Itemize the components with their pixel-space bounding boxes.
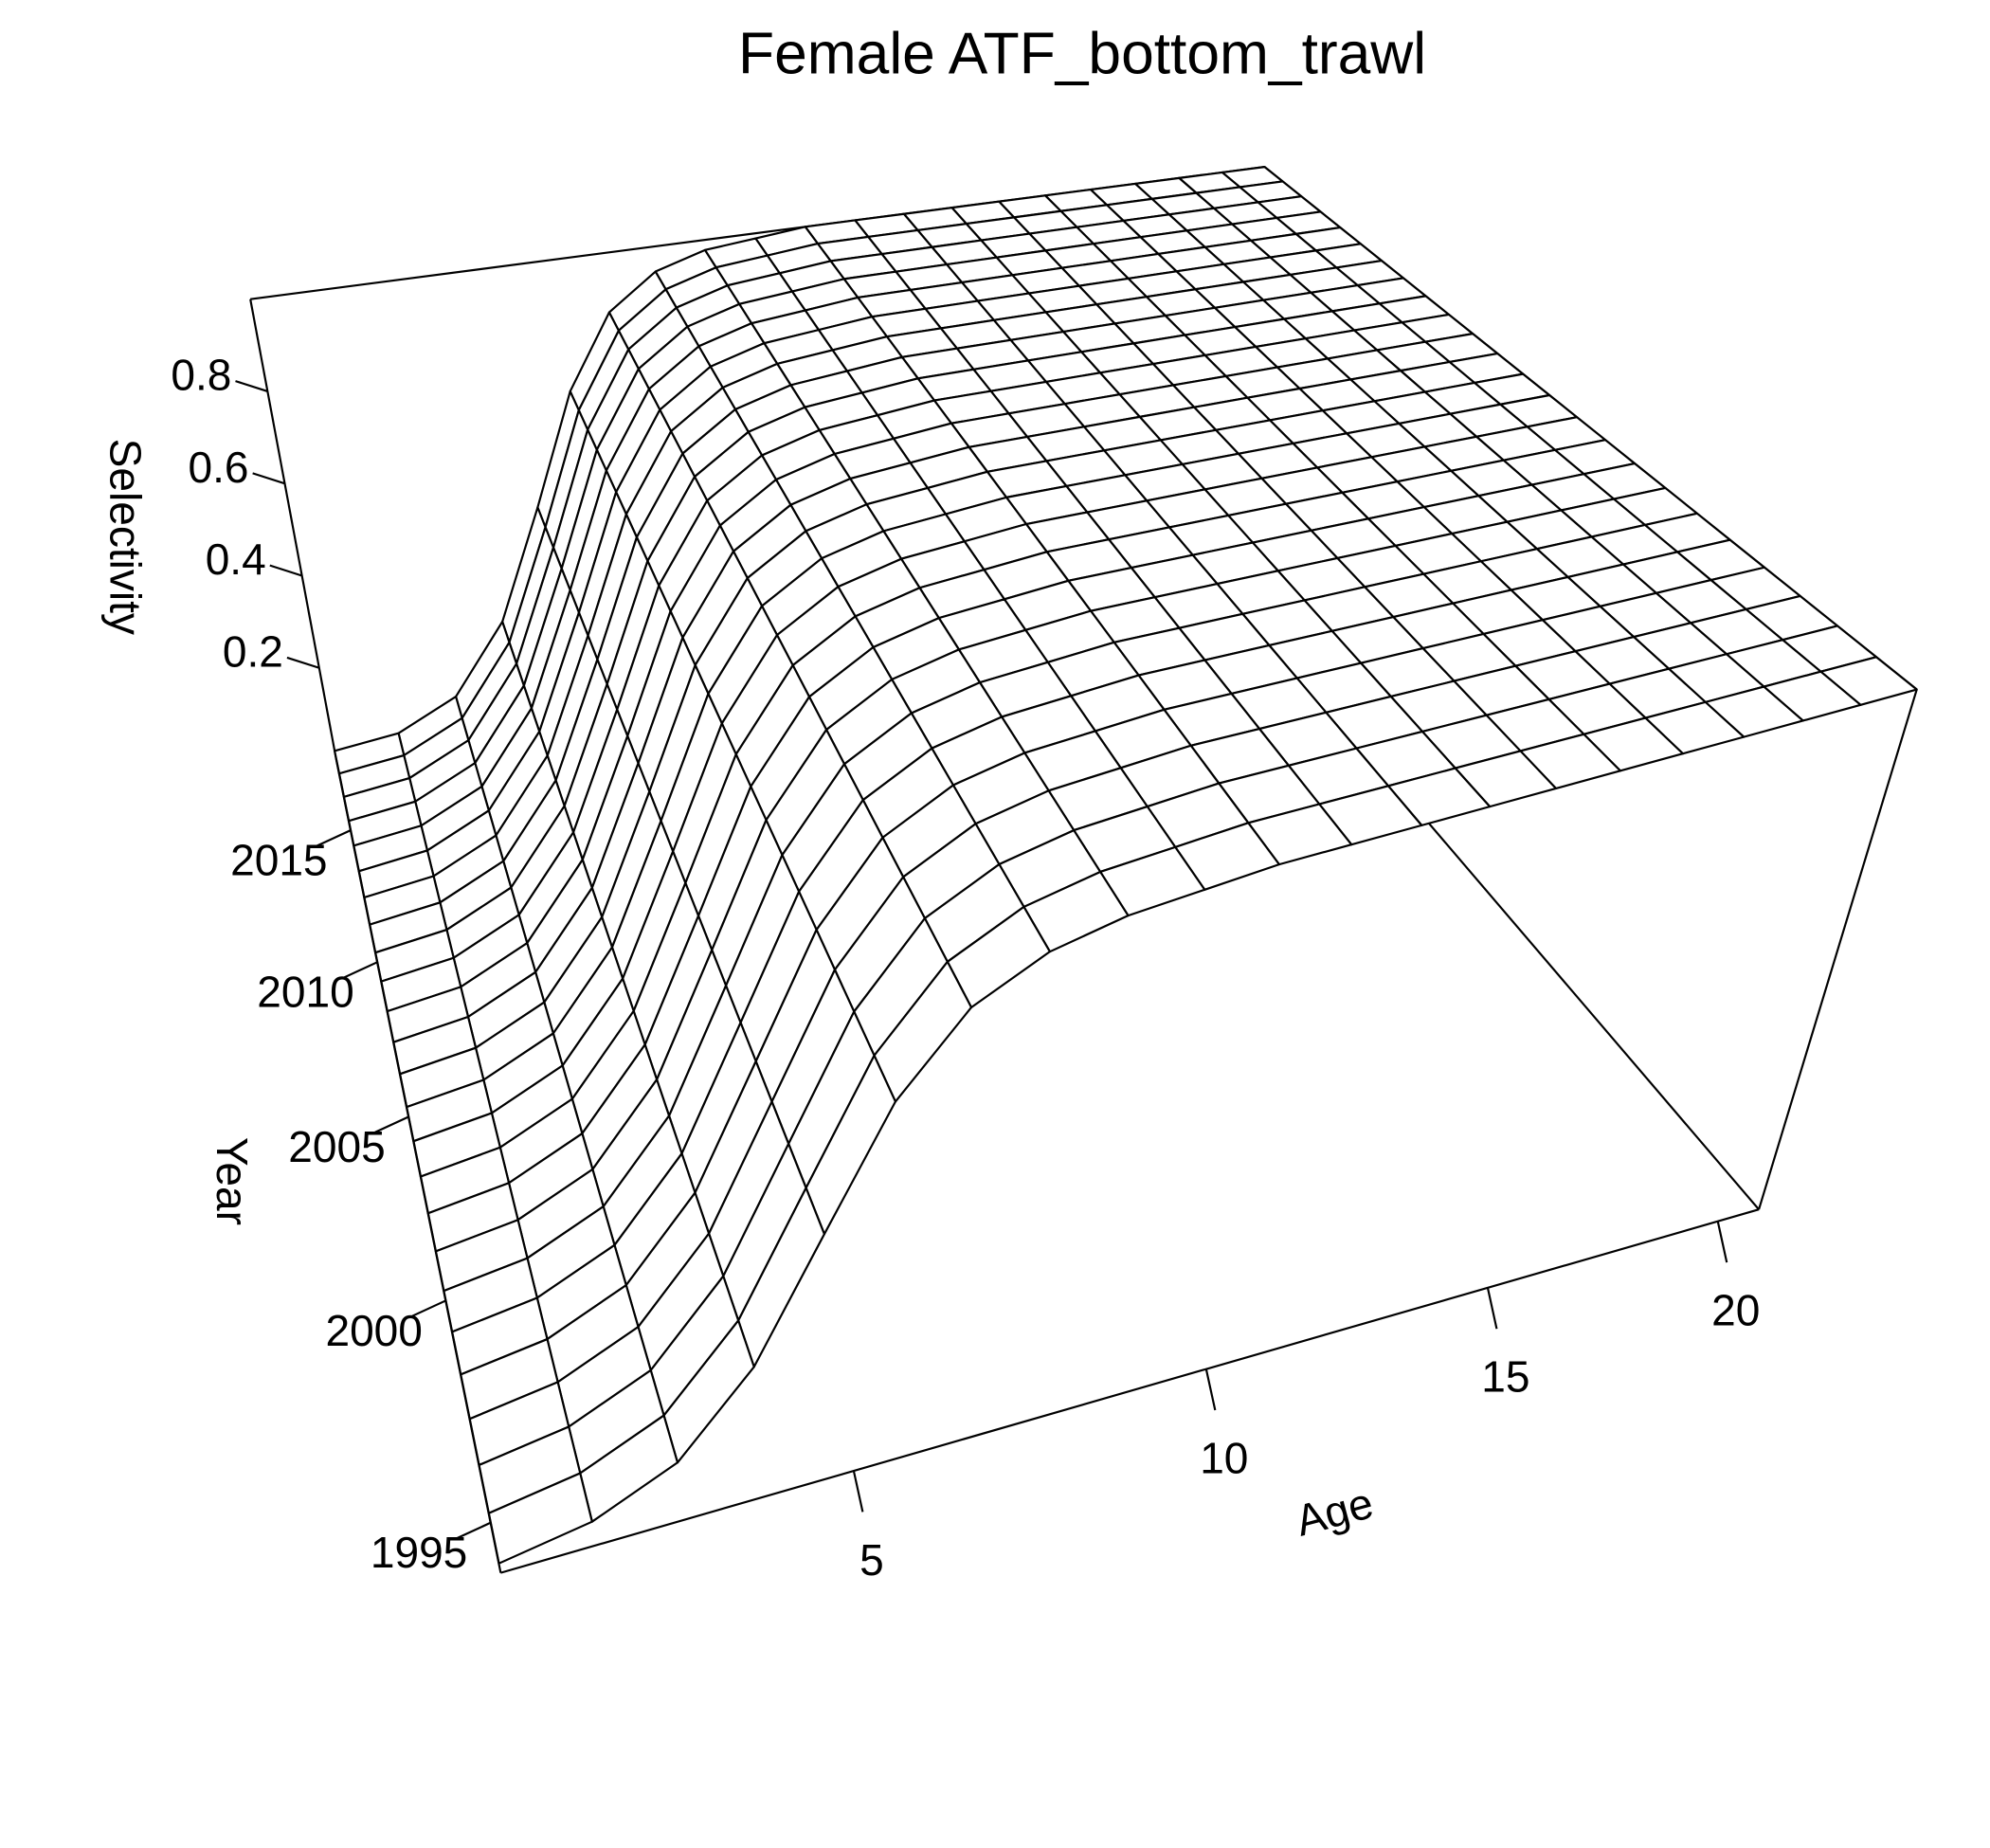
- y-tick: [317, 829, 352, 847]
- x-tick: [852, 1470, 864, 1513]
- y-tick-label: 2010: [257, 968, 353, 1017]
- box-edge: [1758, 689, 1918, 1210]
- x-tick: [1716, 1221, 1728, 1263]
- y-tick-label: 2005: [288, 1122, 385, 1171]
- z-tick-label: 0.4: [206, 534, 266, 584]
- y-axis-label: Year: [208, 1137, 257, 1225]
- x-tick-label: 15: [1481, 1352, 1529, 1402]
- y-tick: [411, 1299, 446, 1317]
- x-tick-label: 20: [1711, 1285, 1760, 1334]
- y-tick: [457, 1521, 492, 1540]
- y-tick: [343, 961, 378, 979]
- y-tick-label: 1995: [371, 1528, 467, 1577]
- box-edge: [249, 299, 338, 761]
- x-axis-label: Age: [1291, 1477, 1379, 1545]
- x-tick: [1486, 1287, 1498, 1330]
- z-tick-label: 0.2: [223, 626, 283, 676]
- x-tick-label: 10: [1200, 1433, 1248, 1482]
- z-tick: [235, 380, 268, 392]
- z-tick: [269, 564, 302, 577]
- z-tick-label: 0.6: [189, 443, 249, 492]
- y-axis-line: [335, 759, 502, 1573]
- y-tick-label: 2015: [230, 836, 327, 885]
- x-tick-label: 5: [859, 1535, 884, 1585]
- z-tick: [286, 656, 320, 669]
- z-tick: [252, 472, 285, 485]
- plot: Female ATF_bottom_trawl Age Year Selecti…: [101, 21, 1918, 1585]
- y-tick-label: 2000: [325, 1306, 422, 1355]
- z-tick-label: 0.8: [171, 351, 231, 400]
- chart-title: Female ATF_bottom_trawl: [738, 21, 1426, 86]
- z-axis-label: Selectivity: [101, 439, 151, 635]
- x-tick: [1204, 1368, 1217, 1411]
- y-tick: [374, 1115, 409, 1133]
- x-axis-line: [500, 1208, 1760, 1574]
